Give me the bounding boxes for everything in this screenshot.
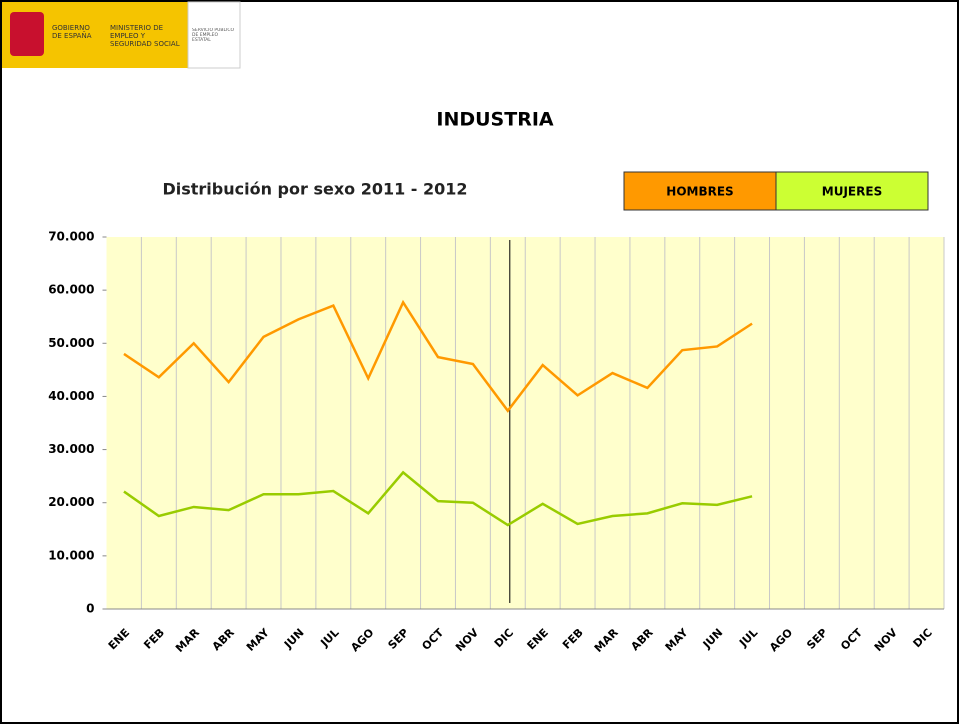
y-tick-label: 0	[86, 602, 94, 616]
coat-of-arms	[10, 12, 44, 56]
gov-text: GOBIERNO DE ESPAÑA	[52, 24, 92, 40]
service-box: SERVICIO PÚBLICO DE EMPLEO ESTATAL	[192, 28, 235, 43]
service-text: SERVICIO PÚBLICO DE EMPLEO ESTATAL	[192, 28, 235, 43]
legend-label: MUJERES	[822, 185, 882, 199]
y-tick-label: 30.000	[48, 442, 94, 456]
y-tick-label: 60.000	[48, 283, 94, 297]
logo-service	[187, 1, 241, 69]
legend-box	[775, 171, 929, 211]
ministry-text: MINISTERIO DE EMPLEO Y SEGURIDAD SOCIAL	[110, 24, 180, 48]
y-tick-label: 40.000	[48, 389, 94, 403]
series-line	[123, 299, 753, 413]
legend-label: HOMBRES	[666, 185, 733, 199]
ministry-box: MINISTERIO DE EMPLEO Y SEGURIDAD SOCIAL	[110, 24, 180, 48]
chart-title: INDUSTRIA	[436, 109, 554, 131]
y-tick-label: 50.000	[48, 336, 94, 350]
legend-box	[623, 171, 777, 211]
gov-box: GOBIERNO DE ESPAÑA	[52, 24, 92, 40]
chart-subtitle: Distribución por sexo 2011 - 2012	[162, 180, 467, 199]
y-tick-label: 70.000	[48, 230, 94, 244]
y-tick-label: 20.000	[48, 495, 94, 509]
y-tick-label: 10.000	[48, 548, 94, 562]
series-line	[123, 470, 753, 527]
